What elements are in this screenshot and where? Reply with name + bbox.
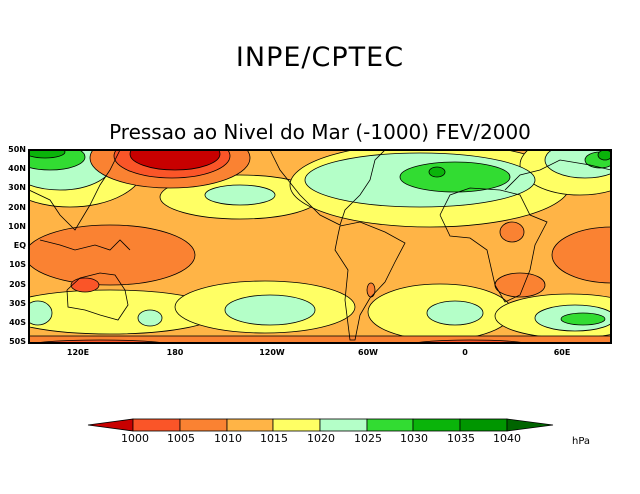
colorbar-label: 1010	[214, 432, 242, 445]
lat-label: 30N	[8, 183, 26, 192]
colorbar-swatch	[226, 418, 274, 432]
lon-label: 120W	[259, 348, 285, 357]
lat-label: 10N	[8, 222, 26, 231]
colorbar-label: 1035	[447, 432, 475, 445]
colorbar-label: 1040	[493, 432, 521, 445]
colorbar-swatch	[132, 418, 181, 432]
colorbar-swatch	[272, 418, 321, 432]
colorbar-under-arrow	[87, 418, 134, 432]
lat-label: 20S	[9, 280, 26, 289]
lon-label: 60E	[553, 348, 571, 357]
colorbar-label: 1015	[260, 432, 288, 445]
lat-label: 30S	[9, 299, 26, 308]
map-subtitle: Pressao ao Nivel do Mar (-1000) FEV/2000	[109, 120, 531, 144]
lat-label: 20N	[8, 203, 26, 212]
colorbar-swatch	[179, 418, 228, 432]
contour-fills	[29, 150, 611, 343]
lat-label: EQ	[13, 241, 26, 250]
colorbar-over-arrow	[506, 418, 554, 432]
colorbar	[87, 418, 554, 432]
colorbar-swatch	[459, 418, 508, 432]
lat-label: 50N	[8, 145, 26, 154]
lat-label: 40S	[9, 318, 26, 327]
map-frame	[28, 149, 612, 344]
colorbar-label: 1020	[307, 432, 335, 445]
colorbar-swatch	[319, 418, 368, 432]
lat-label: 50S	[9, 337, 26, 346]
colorbar-label: 1030	[400, 432, 428, 445]
colorbar-swatch	[412, 418, 461, 432]
colorbar-swatch	[366, 418, 414, 432]
colorbar-label: 1000	[121, 432, 149, 445]
colorbar-label: 1025	[354, 432, 382, 445]
lat-label: 40N	[8, 164, 26, 173]
lat-label: 10S	[9, 260, 26, 269]
lon-label: 0	[462, 348, 468, 357]
figure-title: INPE/CPTEC	[235, 42, 405, 73]
colorbar-label: 1005	[167, 432, 195, 445]
colorbar-unit: hPa	[572, 436, 591, 447]
lon-label: 180	[166, 348, 184, 357]
coastlines	[29, 150, 611, 341]
lon-label: 120E	[66, 348, 90, 357]
lon-label: 60W	[358, 348, 378, 357]
